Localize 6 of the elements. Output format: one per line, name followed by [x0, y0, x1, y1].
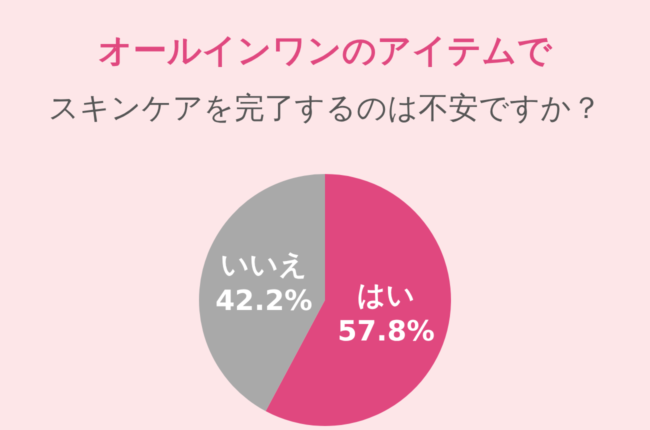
slice-label: はい — [357, 278, 416, 312]
chart-subtitle: スキンケアを完了するのは不安ですか？ — [48, 90, 602, 128]
data-label: 42.2% — [215, 284, 312, 317]
data-label: 57.8% — [338, 314, 435, 348]
chart-title: オールインワンのアイテムで — [97, 30, 554, 73]
slice-label: いいえ — [220, 248, 308, 281]
